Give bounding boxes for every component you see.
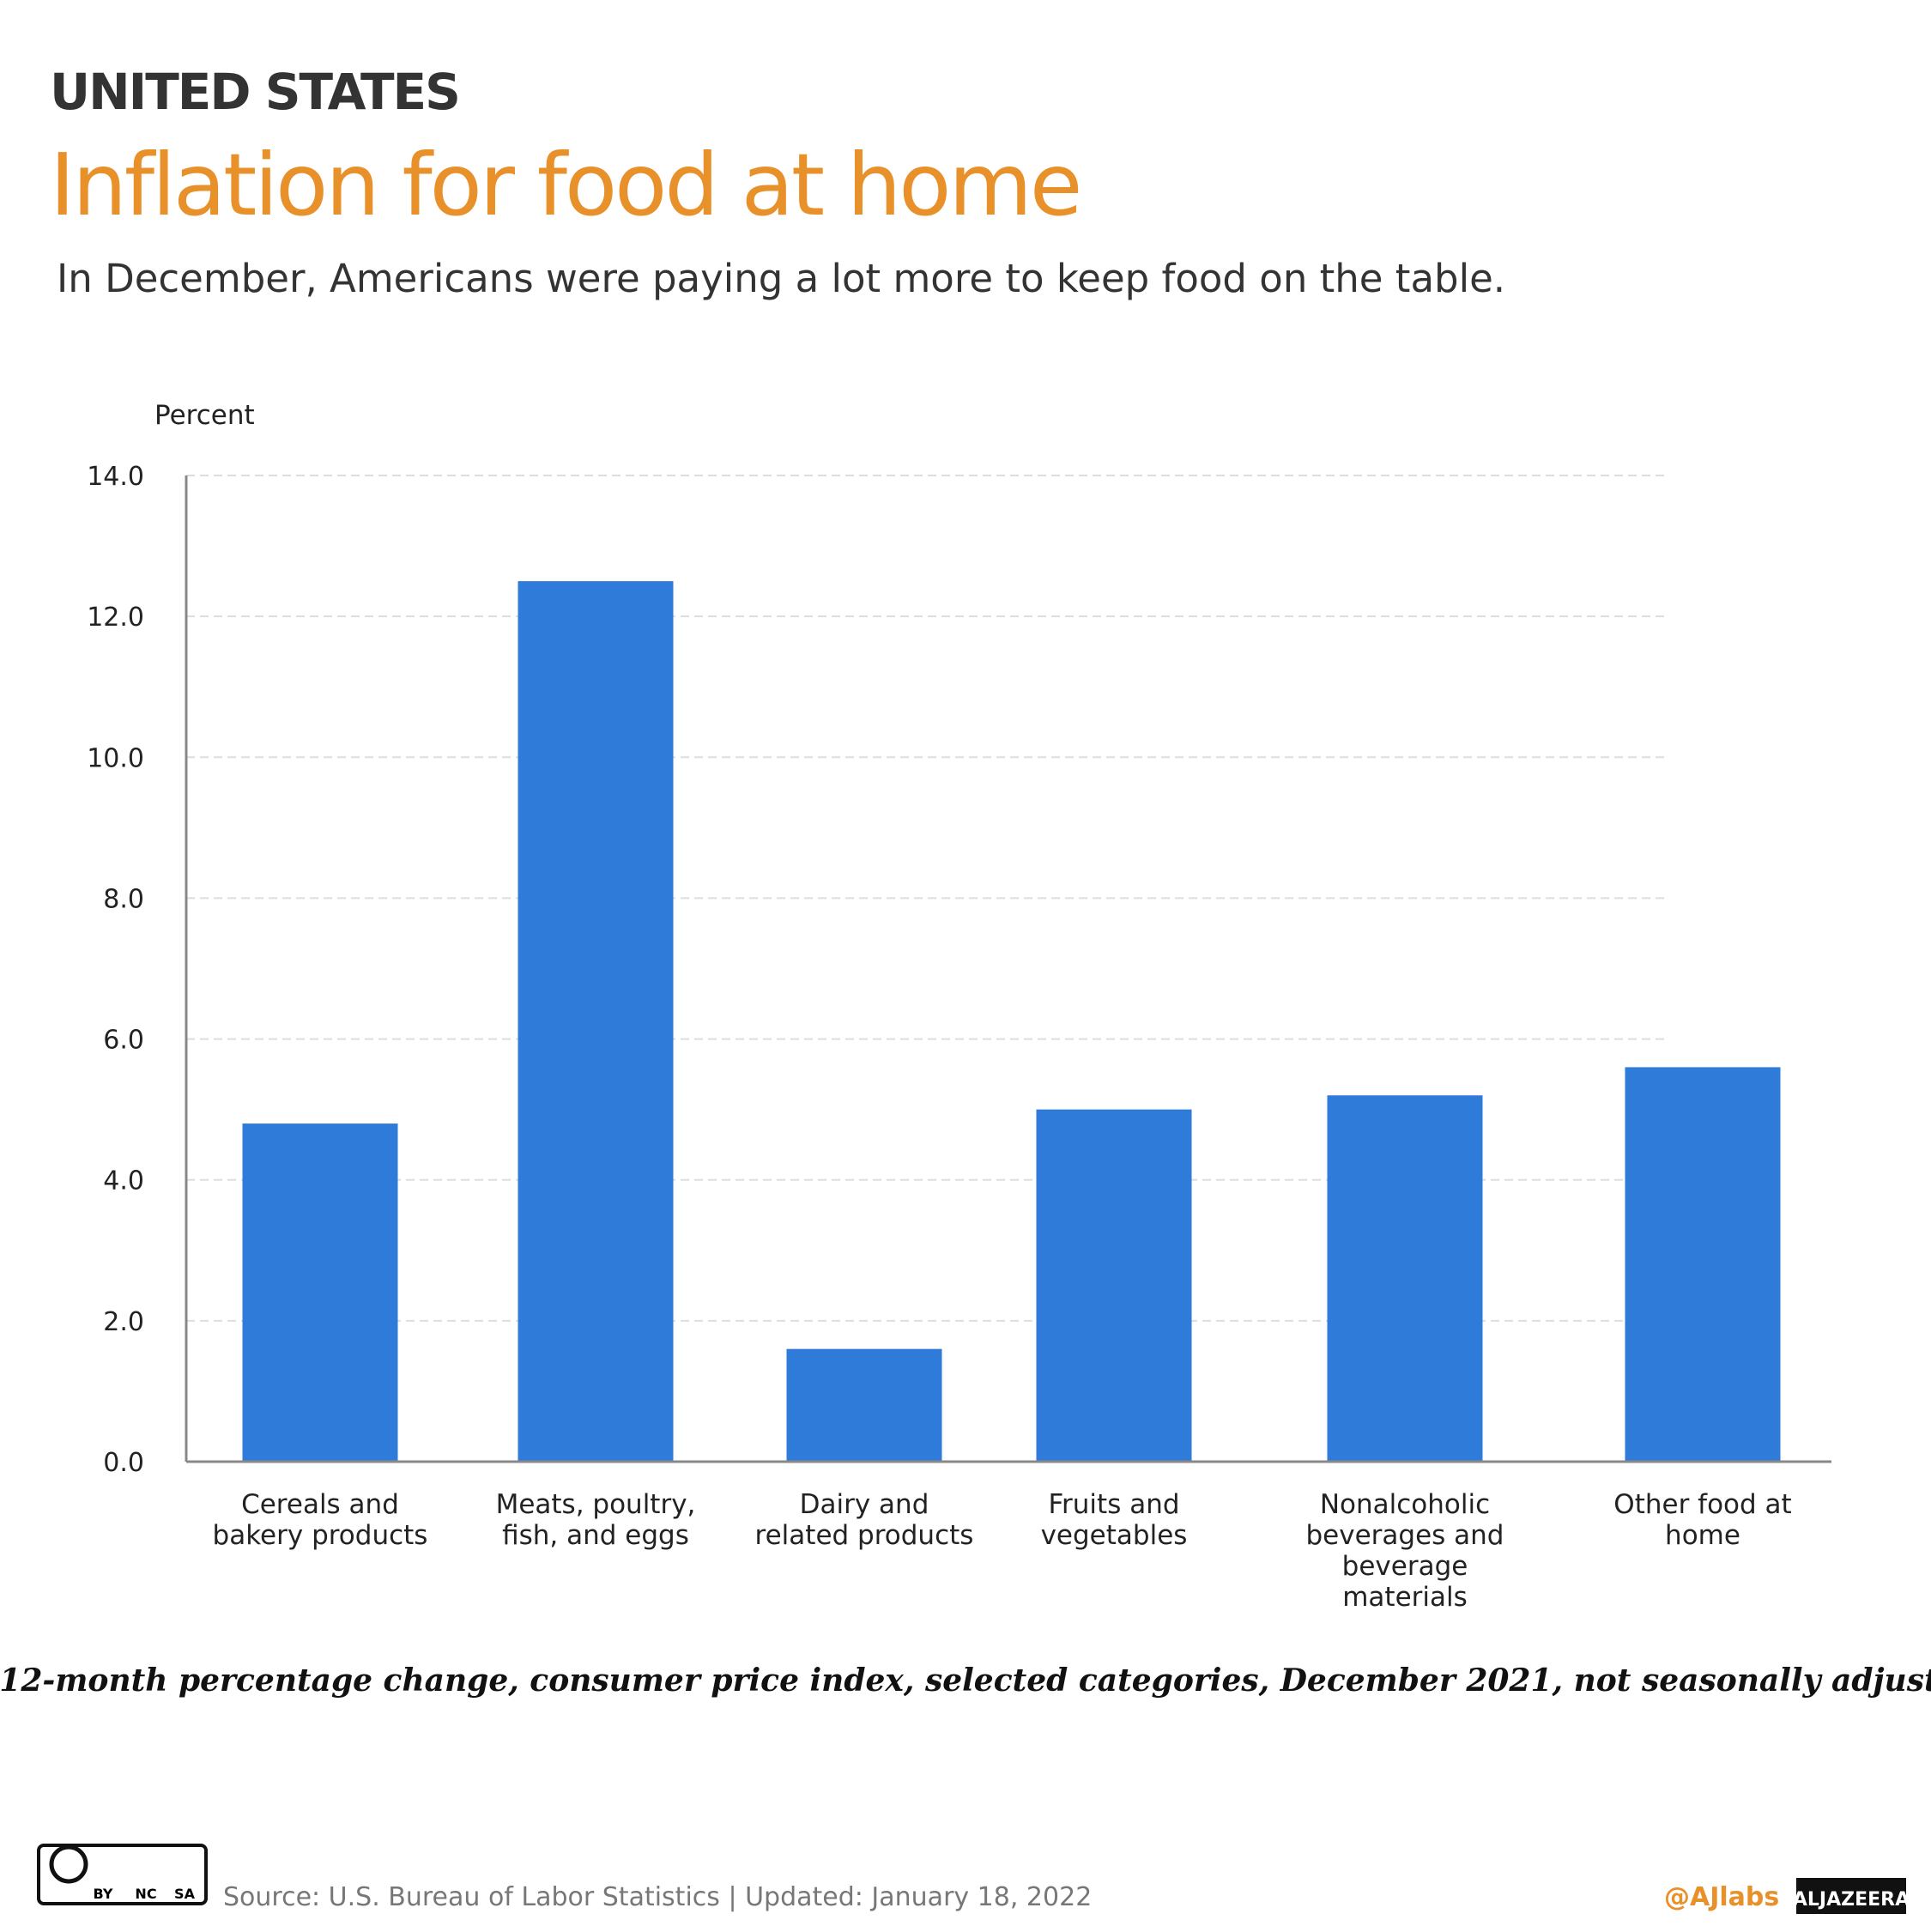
bar bbox=[518, 581, 674, 1462]
note: 12-month percentage change, consumer pri… bbox=[0, 1662, 1931, 1699]
bar bbox=[786, 1348, 942, 1462]
license-term: SA bbox=[174, 1886, 196, 1902]
y-tick-label: 14.0 bbox=[87, 462, 144, 492]
y-tick-label: 8.0 bbox=[103, 884, 144, 914]
chart-title: Inflation for food at home bbox=[50, 135, 1080, 235]
brand: ALJAZEERA bbox=[1793, 1889, 1910, 1911]
bar bbox=[1327, 1095, 1483, 1462]
source: Source: U.S. Bureau of Labor Statistics … bbox=[223, 1882, 1092, 1912]
x-tick-label: Cereals and bakery products bbox=[212, 1489, 428, 1551]
x-tick-label: Meats, poultry, fish, and eggs bbox=[495, 1489, 696, 1551]
kicker: UNITED STATES bbox=[50, 63, 459, 121]
y-tick-label: 0.0 bbox=[103, 1448, 144, 1478]
license-badge bbox=[37, 1844, 208, 1905]
x-tick-label: Nonalcoholic beverages and beverage mate… bbox=[1305, 1489, 1504, 1613]
y-tick-label: 6.0 bbox=[103, 1026, 144, 1056]
subtitle: In December, Americans were paying a lot… bbox=[57, 256, 1505, 301]
x-tick-label: Other food at home bbox=[1613, 1489, 1792, 1551]
bar bbox=[1036, 1109, 1192, 1462]
x-tick-label: Dairy and related products bbox=[754, 1489, 974, 1551]
bar bbox=[1625, 1067, 1781, 1462]
license-term: NC bbox=[135, 1886, 156, 1902]
license-term: BY bbox=[94, 1886, 113, 1902]
y-tick-label: 12.0 bbox=[87, 603, 144, 633]
y-axis-label: Percent bbox=[154, 400, 255, 431]
y-tick-label: 4.0 bbox=[103, 1166, 144, 1196]
credit: @AJlabs bbox=[1664, 1882, 1779, 1912]
x-tick-label: Fruits and vegetables bbox=[1040, 1489, 1188, 1551]
y-tick-label: 10.0 bbox=[87, 743, 144, 773]
y-tick-label: 2.0 bbox=[103, 1307, 144, 1337]
brand-box bbox=[1796, 1878, 1906, 1914]
cc-icon bbox=[49, 1844, 88, 1884]
bar bbox=[242, 1123, 398, 1462]
